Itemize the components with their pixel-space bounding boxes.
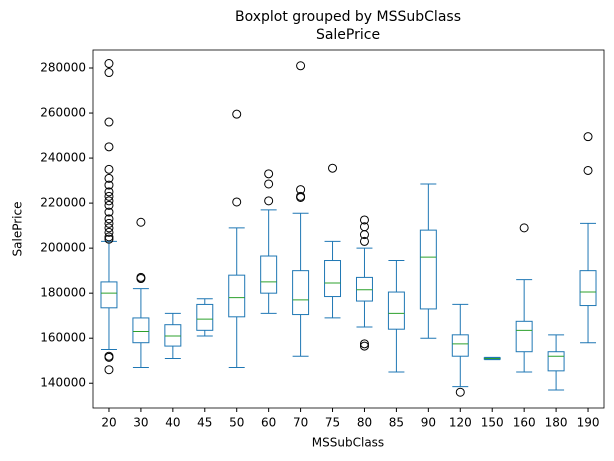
flier — [136, 217, 146, 227]
x-tick-label: 75 — [325, 416, 340, 430]
flier — [359, 236, 369, 246]
flier — [104, 218, 114, 228]
flier — [359, 339, 369, 349]
flier — [104, 196, 114, 206]
flier — [296, 61, 306, 71]
x-tick-label: 160 — [513, 416, 536, 430]
flier — [359, 230, 369, 240]
flier — [104, 223, 114, 233]
box — [515, 320, 533, 353]
flier — [136, 274, 146, 284]
flier — [232, 109, 242, 119]
flier — [104, 200, 114, 210]
flier — [296, 192, 306, 202]
x-tick-label: 40 — [165, 416, 180, 430]
box — [355, 276, 373, 302]
flier — [104, 164, 114, 174]
y-tick-label: 180000 — [40, 286, 86, 300]
flier — [104, 352, 114, 362]
plot-frame — [92, 49, 605, 409]
flier — [455, 387, 465, 397]
box — [324, 260, 342, 298]
x-tick-label: 120 — [449, 416, 472, 430]
x-tick-label: 190 — [577, 416, 600, 430]
chart-title: Boxplot grouped by MSSubClass — [235, 9, 461, 25]
x-tick-label: 60 — [261, 416, 276, 430]
y-tick-label: 160000 — [40, 331, 86, 345]
flier — [359, 215, 369, 225]
box — [228, 274, 246, 318]
box — [260, 255, 278, 294]
x-tick-label: 45 — [197, 416, 212, 430]
flier — [264, 179, 274, 189]
y-tick-label: 220000 — [40, 196, 86, 210]
box — [387, 291, 405, 330]
x-tick-label: 50 — [229, 416, 244, 430]
flier — [104, 191, 114, 201]
x-tick-label: 70 — [293, 416, 308, 430]
x-tick-label: 180 — [545, 416, 568, 430]
x-tick-label: 80 — [357, 416, 372, 430]
flier — [104, 187, 114, 197]
y-tick-label: 260000 — [40, 106, 86, 120]
y-tick-label: 240000 — [40, 151, 86, 165]
x-tick-label: 85 — [389, 416, 404, 430]
x-tick-label: 30 — [133, 416, 148, 430]
y-tick-label: 140000 — [40, 376, 86, 390]
flier — [232, 197, 242, 207]
flier — [104, 180, 114, 190]
flier — [264, 196, 274, 206]
flier — [104, 173, 114, 183]
box — [451, 334, 469, 357]
chart-subtitle: SalePrice — [316, 27, 380, 43]
box — [164, 324, 182, 347]
x-tick-label: 20 — [101, 416, 116, 430]
flier — [104, 59, 114, 69]
box — [579, 270, 597, 307]
flier — [359, 341, 369, 351]
flier — [583, 132, 593, 142]
flier — [328, 163, 338, 173]
y-tick-label: 200000 — [40, 241, 86, 255]
x-tick-label: 150 — [481, 416, 504, 430]
flier — [264, 169, 274, 179]
flier — [519, 223, 529, 233]
box — [132, 317, 150, 344]
flier — [583, 165, 593, 175]
x-axis-label: MSSubClass — [312, 436, 384, 450]
flier — [104, 142, 114, 152]
x-tick-label: 90 — [421, 416, 436, 430]
flier — [104, 207, 114, 217]
y-axis-label: SalePrice — [11, 202, 25, 257]
flier — [104, 214, 114, 224]
box — [419, 229, 437, 310]
box — [292, 270, 310, 316]
flier — [104, 232, 114, 242]
box — [547, 351, 565, 372]
flier — [104, 227, 114, 237]
y-tick-label: 280000 — [40, 61, 86, 75]
flier — [104, 365, 114, 375]
box — [100, 281, 118, 309]
box — [196, 303, 214, 331]
flier — [104, 68, 114, 78]
flier — [104, 234, 114, 244]
flier — [104, 117, 114, 127]
